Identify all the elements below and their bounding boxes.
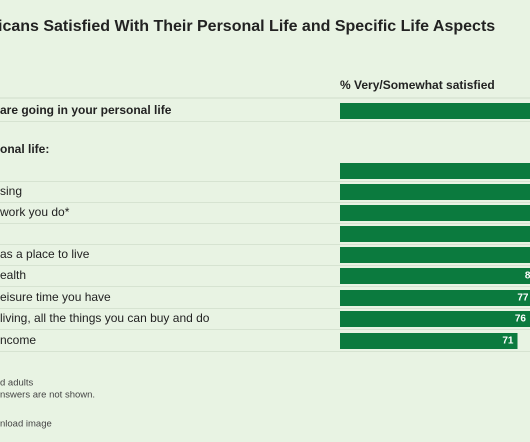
value-label: 76 bbox=[515, 314, 527, 325]
category-label: sing bbox=[0, 184, 22, 198]
bar bbox=[340, 163, 530, 179]
chart-title: icans Satisfied With Their Personal Life… bbox=[0, 18, 495, 35]
value-label: 80 bbox=[525, 271, 530, 282]
category-label: are going in your personal life bbox=[0, 103, 172, 117]
value-label: 71 bbox=[502, 336, 514, 347]
bar bbox=[340, 268, 530, 284]
category-label: as a place to live bbox=[0, 247, 90, 261]
bar bbox=[340, 184, 530, 200]
note: d adults bbox=[0, 378, 34, 389]
category-label: ncome bbox=[0, 333, 36, 347]
category-label: living, all the things you can buy and d… bbox=[0, 311, 210, 325]
bar bbox=[340, 247, 530, 263]
bar bbox=[340, 205, 530, 221]
bar bbox=[340, 290, 530, 306]
bar bbox=[340, 333, 518, 349]
note: nload image bbox=[0, 419, 52, 430]
bar bbox=[340, 226, 530, 242]
section-label: onal life: bbox=[0, 142, 49, 156]
column-header: % Very/Somewhat satisfied bbox=[340, 78, 495, 92]
bar bbox=[340, 311, 530, 327]
category-label: work you do* bbox=[0, 205, 70, 219]
note: nswers are not shown. bbox=[0, 390, 95, 401]
category-label: eisure time you have bbox=[0, 290, 111, 304]
value-label: 77 bbox=[517, 293, 529, 304]
bar bbox=[340, 103, 530, 119]
category-label: ealth bbox=[0, 268, 26, 282]
